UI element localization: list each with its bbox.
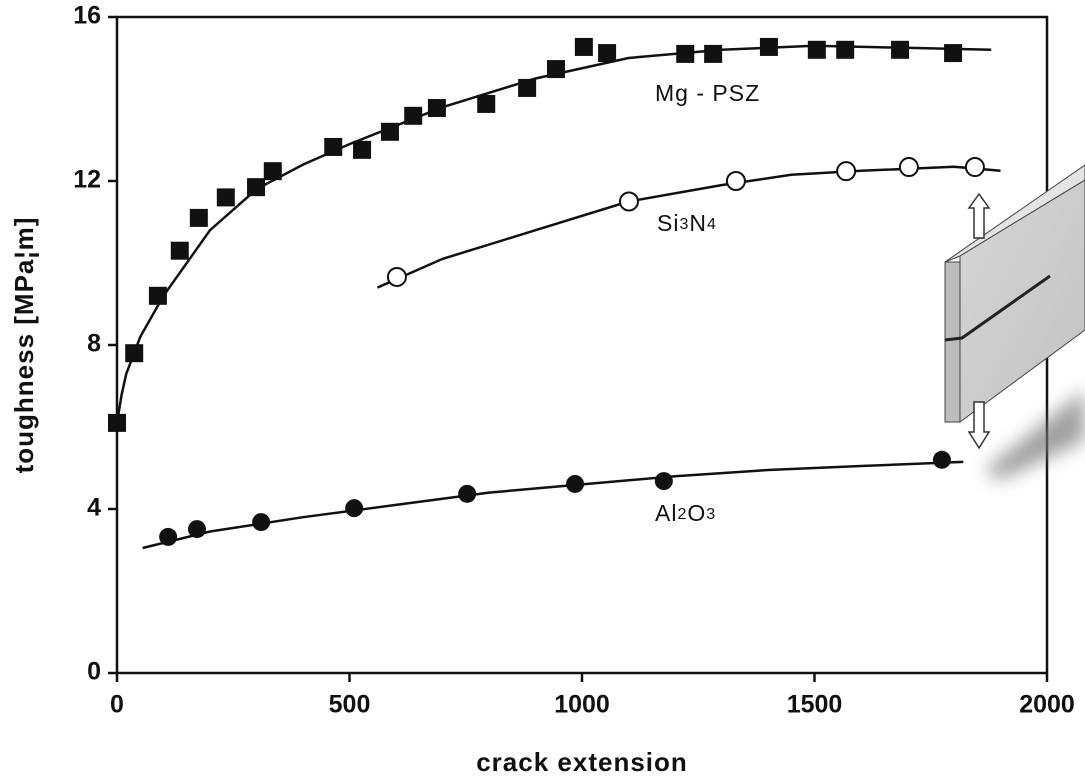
square-marker	[546, 60, 565, 79]
open-circle-marker	[618, 191, 639, 212]
load-arrow-down	[967, 401, 991, 450]
x-tick-label: 0	[110, 691, 124, 719]
circle-marker	[654, 472, 673, 491]
series-label: Mg - PSZ	[655, 80, 760, 106]
circle-marker	[345, 499, 364, 518]
square-marker	[148, 286, 167, 305]
specimen-illustration	[944, 164, 1085, 480]
x-tick-label: 500	[329, 691, 371, 719]
square-marker	[704, 44, 723, 63]
open-circle-marker	[836, 161, 857, 182]
square-marker	[518, 78, 537, 97]
plot-frame	[115, 15, 1049, 675]
load-arrow-up	[967, 192, 991, 239]
open-circle-marker	[898, 157, 919, 178]
square-marker	[125, 344, 144, 363]
square-marker	[216, 188, 235, 207]
square-marker	[189, 208, 208, 227]
square-marker	[676, 44, 695, 63]
y-tick-label: 4	[87, 494, 101, 522]
circle-marker	[566, 474, 585, 493]
square-marker	[944, 44, 963, 63]
y-tick-label: 16	[73, 2, 101, 30]
specimen-edge	[944, 261, 961, 423]
x-tick-label: 2000	[1019, 691, 1075, 719]
circle-marker	[159, 527, 178, 546]
square-marker	[807, 40, 826, 59]
square-marker	[353, 140, 372, 159]
circle-marker	[458, 484, 477, 503]
y-tick-label: 0	[87, 658, 101, 686]
square-marker	[836, 40, 855, 59]
square-marker	[404, 106, 423, 125]
square-marker	[598, 44, 617, 63]
square-marker	[477, 94, 496, 113]
circle-marker	[252, 513, 271, 532]
x-axis-title: crack extension	[476, 747, 688, 777]
open-circle-marker	[386, 266, 407, 287]
circle-marker	[187, 520, 206, 539]
y-tick-label: 8	[87, 330, 101, 358]
square-marker	[263, 162, 282, 181]
y-axis-title: toughness [MPa¦m]	[9, 217, 39, 474]
specimen-shadow	[985, 390, 1085, 480]
fit-curve	[376, 165, 1001, 289]
y-tick-label: 12	[73, 166, 101, 194]
square-marker	[324, 137, 343, 156]
x-tick-label: 1000	[554, 691, 610, 719]
crack	[944, 274, 1051, 342]
fit-curve	[142, 460, 964, 550]
square-marker	[247, 178, 266, 197]
series-label: Al2O3	[655, 500, 716, 526]
square-marker	[170, 241, 189, 260]
x-tick-label: 1500	[787, 691, 843, 719]
open-circle-marker	[725, 171, 746, 191]
fit-curve	[115, 44, 992, 424]
square-marker	[759, 37, 778, 56]
plot-area	[108, 15, 1049, 682]
square-marker	[380, 122, 399, 141]
square-marker	[574, 37, 593, 56]
square-marker	[891, 40, 910, 59]
circle-marker	[932, 450, 951, 469]
series-label: Si3N4	[657, 210, 717, 236]
square-marker	[427, 99, 446, 118]
open-circle-marker	[964, 157, 985, 178]
